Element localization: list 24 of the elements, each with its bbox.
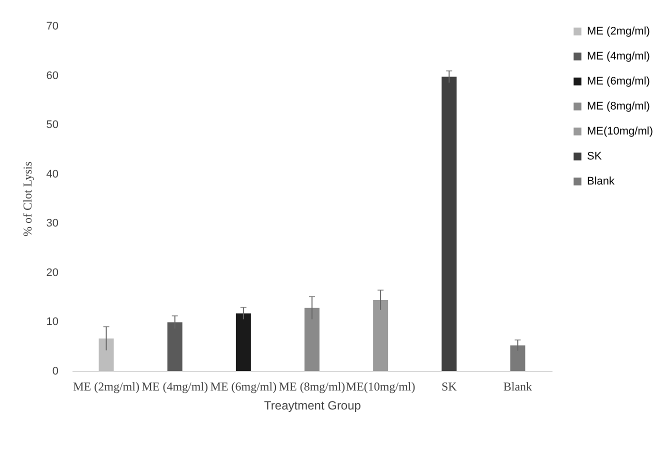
x-tick-label: ME(10mg/ml) <box>346 380 416 394</box>
y-axis-title: % of Clot Lysis <box>20 161 34 237</box>
y-tick-label: 20 <box>46 266 58 279</box>
legend-label: ME (8mg/ml) <box>587 100 650 112</box>
x-axis-title: Treaytment Group <box>264 398 362 412</box>
y-tick-label: 50 <box>46 119 58 132</box>
legend-label: ME (2mg/ml) <box>587 26 650 38</box>
y-tick-label: 10 <box>46 316 58 328</box>
x-tick-label: Blank <box>503 380 532 394</box>
x-tick-label: SK <box>441 380 458 394</box>
y-tick-label: 30 <box>46 218 58 230</box>
x-tick-label: ME (4mg/ml) <box>142 380 208 394</box>
legend-label: SK <box>587 150 602 162</box>
x-tick-label: ME (2mg/ml) <box>73 380 140 394</box>
x-tick-label: ME (6mg/ml) <box>210 380 277 394</box>
x-tick-label: ME (8mg/ml) <box>278 380 346 394</box>
y-tick-label: 70 <box>46 20 58 32</box>
legend-label: Blank <box>587 176 616 188</box>
y-tick-label: 40 <box>46 168 58 180</box>
legend-label: ME(10mg/ml) <box>587 126 654 138</box>
legend-label: ME (4mg/ml) <box>587 50 650 62</box>
y-tick-label: 0 <box>52 366 58 378</box>
y-tick-label: 60 <box>46 70 58 82</box>
legend-label: ME (6mg/ml) <box>587 76 650 88</box>
